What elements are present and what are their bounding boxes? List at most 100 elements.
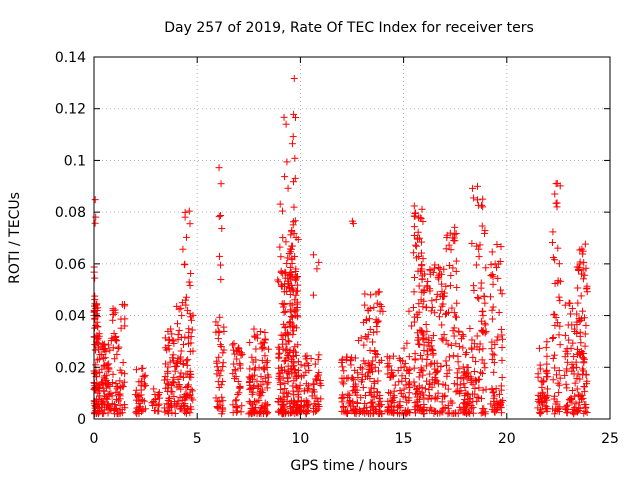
- data-point: [551, 280, 559, 288]
- data-point: [186, 281, 194, 289]
- data-point: [291, 273, 299, 281]
- data-point: [338, 355, 346, 363]
- data-point: [580, 409, 588, 417]
- data-point: [428, 303, 436, 311]
- data-point: [549, 335, 557, 343]
- data-point: [187, 339, 195, 347]
- data-point: [433, 290, 441, 298]
- data-point: [116, 377, 124, 385]
- data-point: [295, 385, 303, 393]
- data-point: [582, 321, 590, 329]
- data-point: [108, 400, 116, 408]
- data-point: [442, 336, 450, 344]
- data-point: [421, 385, 429, 393]
- data-point: [305, 366, 313, 374]
- data-point: [390, 387, 398, 395]
- data-point: [423, 347, 431, 355]
- data-point: [455, 365, 463, 373]
- data-point: [385, 389, 393, 397]
- data-point: [213, 359, 221, 367]
- data-point: [117, 324, 125, 332]
- data-point: [215, 398, 223, 406]
- data-point: [489, 303, 497, 311]
- data-point: [490, 351, 498, 359]
- data-point: [92, 346, 100, 354]
- data-point: [579, 394, 587, 402]
- data-point: [455, 342, 463, 350]
- data-point: [275, 407, 283, 415]
- data-point: [254, 384, 262, 392]
- data-point: [389, 352, 397, 360]
- data-point: [347, 361, 355, 369]
- data-point: [471, 384, 479, 392]
- data-point: [276, 369, 284, 377]
- data-point: [536, 344, 544, 352]
- data-point: [291, 217, 299, 225]
- data-point: [568, 360, 576, 368]
- data-point: [135, 397, 143, 405]
- data-point: [112, 336, 120, 344]
- data-point: [217, 180, 225, 188]
- data-point: [229, 409, 237, 417]
- data-point: [479, 203, 487, 211]
- data-point: [432, 296, 440, 304]
- data-point: [360, 318, 368, 326]
- data-point: [391, 381, 399, 389]
- data-point: [534, 373, 542, 381]
- data-point: [422, 320, 430, 328]
- data-point: [410, 223, 418, 231]
- data-point: [121, 404, 129, 412]
- data-point: [555, 293, 563, 301]
- data-point: [113, 395, 121, 403]
- data-point: [284, 337, 292, 345]
- data-point: [488, 248, 496, 256]
- data-point: [103, 403, 111, 411]
- data-point: [289, 218, 297, 226]
- data-point: [569, 339, 577, 347]
- data-point: [538, 398, 546, 406]
- data-point: [438, 280, 446, 288]
- data-point: [248, 407, 256, 415]
- data-point: [374, 318, 382, 326]
- data-point: [410, 364, 418, 372]
- data-point: [452, 267, 460, 275]
- data-point: [110, 329, 118, 337]
- data-point: [414, 336, 422, 344]
- data-point: [363, 404, 371, 412]
- data-point: [109, 305, 117, 313]
- data-point: [424, 395, 432, 403]
- data-point: [280, 309, 288, 317]
- data-point: [373, 328, 381, 336]
- data-point: [251, 397, 259, 405]
- data-point: [472, 377, 480, 385]
- data-point: [495, 390, 503, 398]
- data-point: [551, 410, 559, 418]
- data-point: [214, 397, 222, 405]
- data-point: [452, 340, 460, 348]
- data-point: [395, 378, 403, 386]
- data-point: [553, 203, 561, 211]
- data-point: [177, 369, 185, 377]
- data-point: [454, 410, 462, 418]
- data-point: [494, 333, 502, 341]
- chart-title: Day 257 of 2019, Rate Of TEC Index for r…: [164, 20, 534, 36]
- data-point: [290, 359, 298, 367]
- data-point: [482, 264, 490, 272]
- data-point: [290, 397, 298, 405]
- data-point: [411, 209, 419, 217]
- data-point: [100, 409, 108, 417]
- x-axis-label: GPS time / hours: [290, 458, 407, 474]
- data-point: [566, 310, 574, 318]
- data-point: [343, 353, 351, 361]
- y-tick-label: 0.02: [55, 360, 86, 376]
- data-point: [113, 385, 121, 393]
- data-point: [472, 358, 480, 366]
- data-point: [165, 336, 173, 344]
- data-point: [294, 397, 302, 405]
- data-point: [357, 394, 365, 402]
- data-point: [574, 408, 582, 416]
- data-point: [474, 182, 482, 190]
- data-point: [315, 371, 323, 379]
- data-point: [178, 312, 186, 320]
- data-point: [246, 375, 254, 383]
